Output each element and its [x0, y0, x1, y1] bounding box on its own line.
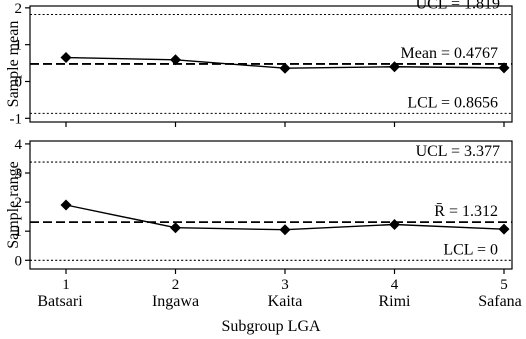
x-category-label: Ingawa — [152, 293, 199, 310]
range-y-tick-label: 0 — [15, 253, 23, 269]
x-tick-number: 5 — [500, 277, 508, 293]
x-tick-number: 2 — [172, 277, 180, 293]
range-y-tick-label: 1 — [15, 224, 23, 240]
range-y-axis-title: Sample range — [5, 161, 22, 249]
range-ref-label-1: R̄ = 1.312 — [434, 203, 498, 220]
xbar-ref-label-2: LCL = 0.8656 — [407, 94, 498, 111]
xbar-y-tick-label: 1 — [15, 38, 23, 54]
x-category-label: Kaita — [268, 293, 303, 310]
xbar-point-3 — [279, 62, 291, 74]
xbar-point-1 — [60, 52, 72, 64]
x-category-label: Rimi — [378, 293, 411, 310]
xbar-ref-label-0: UCL = 1.819 — [416, 0, 500, 13]
x-tick-number: 1 — [62, 277, 70, 293]
xbar-y-tick-label: 0 — [15, 74, 23, 90]
range-y-tick-label: 2 — [15, 195, 23, 211]
range-y-tick-label: 4 — [15, 137, 23, 153]
xbar-point-2 — [170, 54, 181, 66]
xbar-point-4 — [389, 61, 400, 73]
xbar-point-5 — [498, 62, 510, 74]
chart-dynamic-layer: -1 0 1 2 UCL = 1.819 Mean = 0.4767 LCL = 0.865… — [10, 0, 522, 310]
xbar-y-tick-label: 2 — [15, 1, 23, 17]
range-point-4 — [389, 218, 400, 230]
range-point-3 — [279, 224, 291, 236]
range-point-5 — [498, 223, 510, 235]
range-y-tick-label: 3 — [15, 166, 23, 182]
xbar-y-tick-label: -1 — [10, 111, 23, 127]
x-category-label: Batsari — [37, 293, 83, 310]
range-ref-label-0: UCL = 3.377 — [416, 143, 500, 160]
x-tick-number: 3 — [281, 277, 289, 293]
x-tick-number: 4 — [391, 277, 399, 293]
xbar-y-axis-title: Sample mean — [5, 21, 22, 108]
range-point-1 — [60, 199, 72, 211]
range-ref-label-2: LCL = 0 — [443, 241, 498, 258]
x-axis-title: Subgroup LGA — [221, 318, 321, 335]
range-point-2 — [170, 222, 181, 234]
xbar-ref-label-1: Mean = 0.4767 — [401, 45, 498, 62]
range-panel-frame — [29, 140, 513, 270]
x-category-label: Safana — [478, 293, 522, 310]
